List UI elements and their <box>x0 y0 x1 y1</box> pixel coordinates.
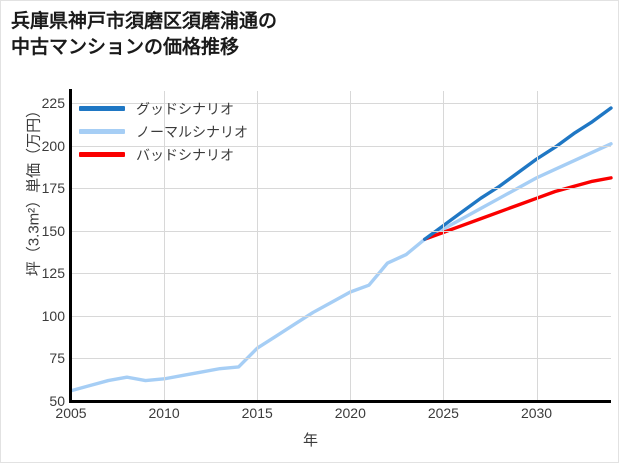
legend-item-label: グッドシナリオ <box>136 100 234 117</box>
gridline-horizontal <box>71 145 611 147</box>
legend-item[interactable]: バッドシナリオ <box>79 143 309 166</box>
legend-item-label: ノーマルシナリオ <box>136 123 248 140</box>
y-axis-spine <box>69 89 72 403</box>
chart-title-line-2: 中古マンションの価格推移 <box>11 37 240 59</box>
gridline-vertical <box>164 91 166 401</box>
gridline-vertical <box>257 91 259 401</box>
y-axis-tick-label: 100 <box>41 307 65 324</box>
y-axis-tick-label: 50 <box>49 393 65 409</box>
legend-color-swatch <box>79 152 125 157</box>
y-axis-tick-labels: 50 75 100 125 150 175 200 225 <box>23 91 65 409</box>
legend-item[interactable]: グッドシナリオ <box>79 97 309 120</box>
y-axis-tick-label: 225 <box>41 94 65 111</box>
x-axis-title: 年 <box>302 432 318 449</box>
gridline-vertical <box>536 91 538 401</box>
x-axis-tick-label: 2010 <box>148 405 180 421</box>
gridline-horizontal <box>71 102 611 104</box>
x-axis-spine <box>69 400 611 403</box>
series-line <box>69 142 613 393</box>
x-axis-tick-label: 2020 <box>334 405 366 421</box>
gridline-vertical <box>443 91 445 401</box>
chart-legend: グッドシナリオ ノーマルシナリオ バッドシナリオ <box>79 95 309 168</box>
x-axis-tick-label: 2015 <box>241 405 273 421</box>
chart-title: 兵庫県神戸市須磨区須磨浦通の 中古マンションの価格推移 <box>11 9 611 61</box>
x-axis-tick-label: 2005 <box>55 405 87 421</box>
y-axis-tick-label: 200 <box>41 137 65 154</box>
x-axis-tick-label: 2030 <box>520 405 553 421</box>
gridline-horizontal <box>71 273 611 275</box>
y-axis-tick-label: 75 <box>49 350 65 367</box>
x-axis-tick-label: 2025 <box>427 405 459 421</box>
series-line <box>423 176 613 241</box>
legend-color-swatch <box>79 106 125 111</box>
series-line <box>423 106 613 241</box>
x-axis-tick-labels: 2005 2010 2015 2020 2025 2030 <box>55 405 611 425</box>
y-axis-title: 坪（3.3m²）単価（万円） <box>25 102 43 277</box>
y-axis-tick-label: 125 <box>41 265 65 282</box>
gridline-horizontal <box>71 230 611 232</box>
legend-color-swatch <box>79 129 125 134</box>
gridline-horizontal <box>71 188 611 190</box>
chart-title-line-1: 兵庫県神戸市須磨区須磨浦通の <box>11 11 278 32</box>
gridline-vertical <box>350 91 352 401</box>
gridline-horizontal <box>71 315 611 317</box>
legend-item-label: バッドシナリオ <box>136 146 234 163</box>
series-layer <box>69 106 613 393</box>
y-axis-tick-label: 150 <box>41 222 65 239</box>
legend-item[interactable]: ノーマルシナリオ <box>79 120 309 143</box>
y-axis-tick-label: 175 <box>41 180 65 197</box>
gridline-horizontal <box>71 358 611 360</box>
